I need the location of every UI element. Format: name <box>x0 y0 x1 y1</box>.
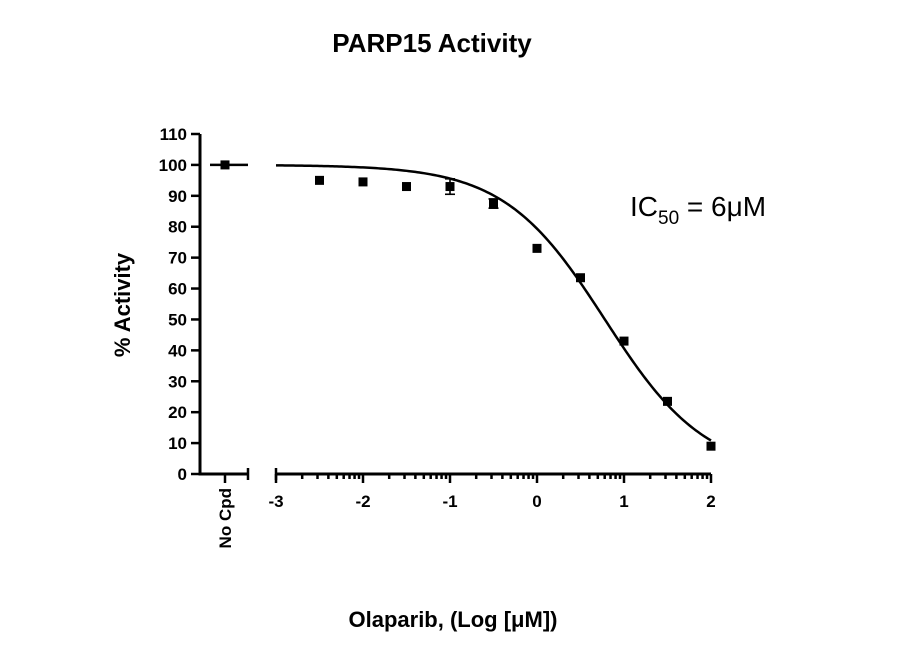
chart-title: PARP15 Activity <box>332 28 532 58</box>
data-point <box>445 182 455 192</box>
y-tick-label: 90 <box>168 187 187 206</box>
axes-group: 0 10 20 30 40 50 60 70 80 90 100 110 No Cpd -3 -2 -1 0 1 2 <box>159 125 716 548</box>
data-point <box>315 175 324 185</box>
data-point <box>576 273 585 283</box>
data-point <box>402 182 411 192</box>
x-tick-label-control: No Cpd <box>216 488 235 548</box>
y-tick-label: 20 <box>168 403 187 422</box>
y-tick-label: 100 <box>159 156 187 175</box>
x-tick-label: -1 <box>442 492 457 511</box>
x-tick-label: 2 <box>706 492 715 511</box>
y-tick-label: 10 <box>168 434 187 453</box>
data-point <box>358 177 368 187</box>
x-tick-label: -3 <box>268 492 283 511</box>
y-tick-label: 50 <box>168 310 187 329</box>
y-tick-label: 30 <box>168 372 187 391</box>
y-axis-label: % Activity <box>110 252 135 357</box>
y-tick-label: 70 <box>168 249 187 268</box>
y-tick-label: 60 <box>168 280 187 299</box>
x-tick-label: 0 <box>532 492 541 511</box>
fit-curve <box>275 164 712 442</box>
y-tick-label: 0 <box>178 465 187 484</box>
data-point <box>532 243 542 253</box>
data-point <box>663 396 672 406</box>
ic50-annotation: IC50 = 6μM <box>630 191 766 229</box>
y-tick-label: 80 <box>168 218 187 237</box>
ic50-annotation-sub: 50 <box>658 208 679 229</box>
data-marks-group <box>210 160 716 451</box>
data-point <box>619 336 629 346</box>
x-tick-label: -2 <box>355 492 370 511</box>
ic50-annotation-rest: = 6μM <box>679 191 766 222</box>
ic50-annotation-main: IC <box>630 191 658 222</box>
x-axis-label: Olaparib, (Log [μM]) <box>349 607 558 632</box>
data-point <box>489 199 498 209</box>
y-tick-label: 110 <box>160 125 187 144</box>
data-point <box>706 441 716 451</box>
x-tick-label: 1 <box>619 492 628 511</box>
y-tick-label: 40 <box>168 341 187 360</box>
data-point-control <box>220 160 230 170</box>
